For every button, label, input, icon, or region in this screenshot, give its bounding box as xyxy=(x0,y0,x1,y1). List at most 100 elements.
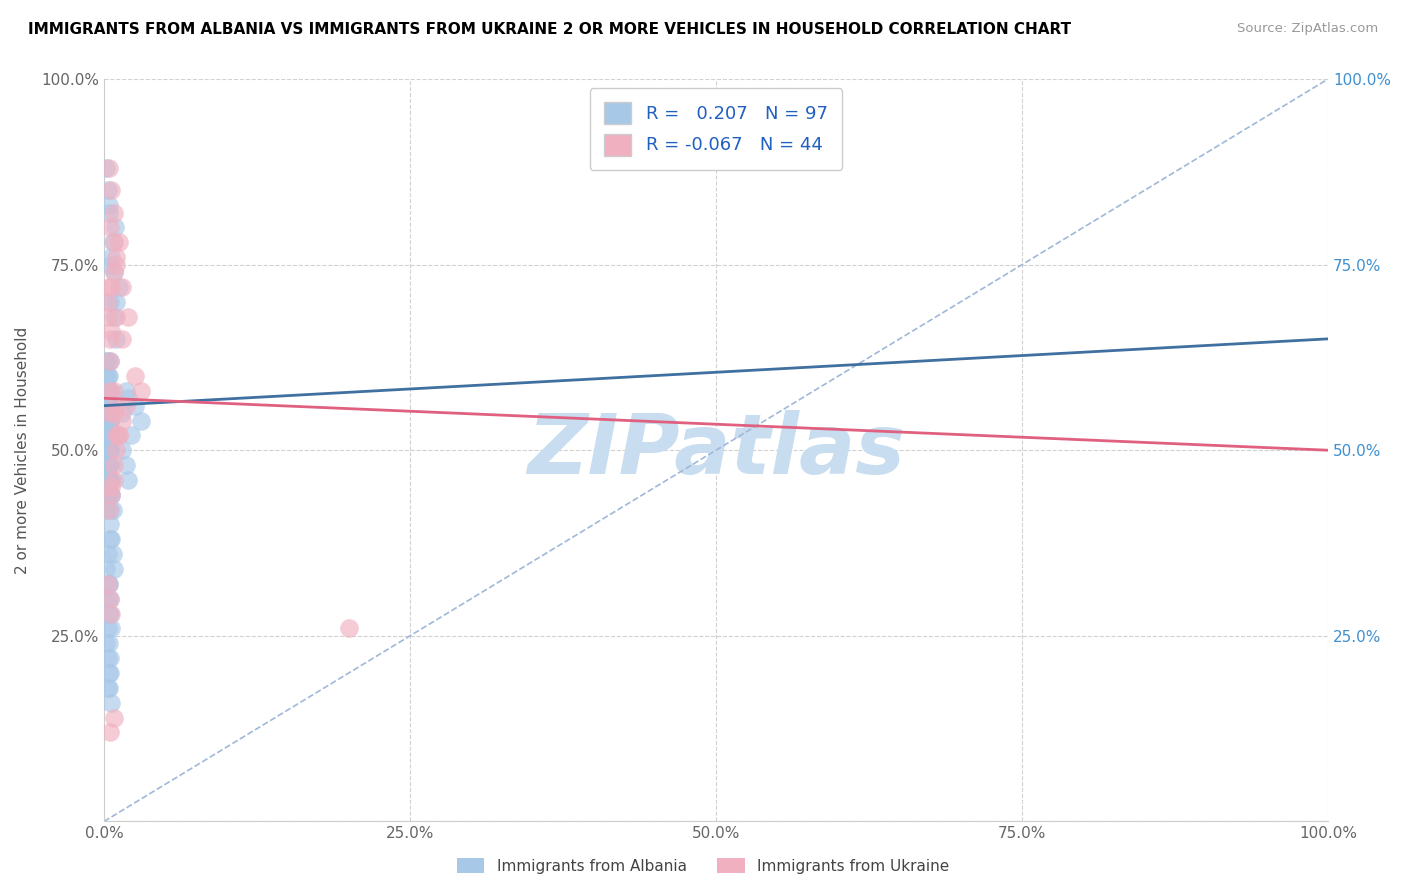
Point xyxy=(97,428,120,442)
Point xyxy=(98,607,121,621)
Point xyxy=(100,280,122,294)
Point xyxy=(105,332,128,346)
Point xyxy=(101,235,124,250)
Point xyxy=(96,502,118,516)
Point xyxy=(98,443,121,458)
Point xyxy=(97,399,120,413)
Point xyxy=(97,294,120,309)
Point xyxy=(97,384,120,398)
Point xyxy=(98,354,121,368)
Point xyxy=(107,428,129,442)
Point xyxy=(97,591,120,606)
Text: IMMIGRANTS FROM ALBANIA VS IMMIGRANTS FROM UKRAINE 2 OR MORE VEHICLES IN HOUSEHO: IMMIGRANTS FROM ALBANIA VS IMMIGRANTS FR… xyxy=(28,22,1071,37)
Point xyxy=(101,428,124,442)
Point xyxy=(97,280,120,294)
Point xyxy=(105,428,128,442)
Point xyxy=(101,547,124,561)
Point xyxy=(107,428,129,442)
Point xyxy=(111,443,134,458)
Point xyxy=(98,220,121,235)
Point xyxy=(100,325,122,339)
Point xyxy=(111,332,134,346)
Point xyxy=(97,488,120,502)
Point xyxy=(105,310,128,324)
Point xyxy=(97,399,120,413)
Point xyxy=(111,280,134,294)
Point xyxy=(100,622,122,636)
Point xyxy=(103,265,125,279)
Y-axis label: 2 or more Vehicles in Household: 2 or more Vehicles in Household xyxy=(15,326,30,574)
Point xyxy=(97,547,120,561)
Point xyxy=(98,651,121,665)
Point xyxy=(111,406,134,420)
Point xyxy=(97,198,120,212)
Point xyxy=(97,473,120,487)
Point xyxy=(98,458,121,472)
Point xyxy=(97,622,120,636)
Point xyxy=(120,428,142,442)
Point xyxy=(104,220,127,235)
Point xyxy=(98,384,121,398)
Point xyxy=(105,258,128,272)
Point xyxy=(97,384,120,398)
Point xyxy=(97,399,120,413)
Point xyxy=(103,310,125,324)
Point xyxy=(97,443,120,458)
Point xyxy=(97,473,120,487)
Point xyxy=(98,399,121,413)
Point xyxy=(103,265,125,279)
Point xyxy=(98,406,121,420)
Point xyxy=(100,696,122,710)
Point xyxy=(103,562,125,576)
Point xyxy=(103,205,125,219)
Point xyxy=(97,368,120,383)
Point xyxy=(100,183,122,197)
Point xyxy=(103,384,125,398)
Point xyxy=(100,488,122,502)
Point xyxy=(98,443,121,458)
Point xyxy=(98,665,121,680)
Point xyxy=(103,710,125,724)
Point xyxy=(97,384,120,398)
Point xyxy=(98,413,121,427)
Point xyxy=(98,591,121,606)
Point xyxy=(98,258,121,272)
Point xyxy=(101,502,124,516)
Point xyxy=(337,622,360,636)
Point xyxy=(100,480,122,494)
Point xyxy=(103,406,125,420)
Point xyxy=(100,473,122,487)
Point xyxy=(100,488,122,502)
Point xyxy=(107,235,129,250)
Point xyxy=(107,280,129,294)
Point xyxy=(97,458,120,472)
Point xyxy=(98,354,121,368)
Point xyxy=(98,517,121,532)
Point xyxy=(97,310,120,324)
Point xyxy=(117,391,139,405)
Point xyxy=(100,428,122,442)
Point xyxy=(97,443,120,458)
Point xyxy=(129,413,152,427)
Point xyxy=(97,399,120,413)
Point xyxy=(98,725,121,739)
Point xyxy=(115,399,138,413)
Point xyxy=(98,591,121,606)
Point xyxy=(97,488,120,502)
Legend: R =   0.207   N = 97, R = -0.067   N = 44: R = 0.207 N = 97, R = -0.067 N = 44 xyxy=(591,88,842,170)
Point xyxy=(117,310,139,324)
Point xyxy=(103,235,125,250)
Point xyxy=(97,458,120,472)
Point xyxy=(97,205,120,219)
Point xyxy=(98,428,121,442)
Point xyxy=(96,399,118,413)
Point xyxy=(124,368,146,383)
Point xyxy=(117,473,139,487)
Text: Source: ZipAtlas.com: Source: ZipAtlas.com xyxy=(1237,22,1378,36)
Point xyxy=(97,406,120,420)
Point xyxy=(115,458,138,472)
Point xyxy=(98,294,121,309)
Point xyxy=(98,413,121,427)
Point xyxy=(105,399,128,413)
Point xyxy=(97,488,120,502)
